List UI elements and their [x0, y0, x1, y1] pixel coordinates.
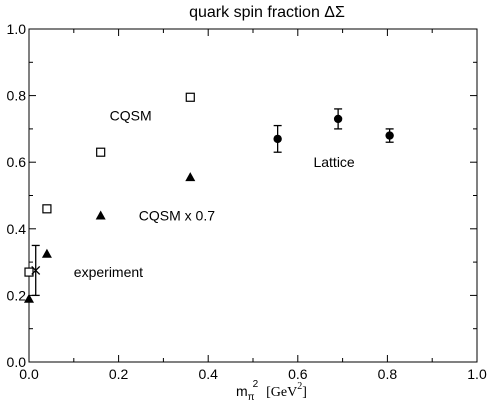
annotation-label: CQSM x 0.7 [139, 207, 215, 223]
data-point-circle [333, 114, 343, 124]
x-tick-label: 0.0 [19, 366, 39, 382]
y-tick-label: 1.0 [7, 21, 27, 37]
x-axis-label-sub: π [248, 392, 255, 403]
y-tick-label: 0.0 [7, 354, 27, 370]
data-point-square [42, 204, 52, 214]
x-tick-label: 0.8 [378, 366, 398, 382]
series-lattice [273, 108, 394, 153]
data-point-triangle [185, 172, 196, 182]
axis-tick-labels: 0.0 0.2 0.4 0.6 0.8 1.0 0.0 0.2 0.4 0.6 0.8 1.0 [7, 21, 487, 382]
x-axis-label-unit-close: ] [302, 385, 307, 400]
data-point-circle [385, 131, 394, 140]
x-tick-label: 0.4 [198, 366, 218, 382]
x-axis-label-unit: [GeV [266, 385, 297, 400]
data-point-square [185, 92, 195, 102]
annotation-label: Lattice [313, 154, 354, 170]
chart-title: quark spin fraction ΔΣ [189, 4, 345, 21]
x-axis-label-unit-sup: 2 [297, 381, 302, 392]
x-axis-label-m: m [236, 383, 248, 399]
data-point-square [24, 267, 34, 277]
y-tick-label: 0.4 [7, 221, 27, 237]
data-point-cross [31, 265, 41, 275]
y-tick-label: 0.8 [7, 88, 27, 104]
data-point-triangle [95, 210, 106, 220]
data-point-square [96, 147, 106, 157]
x-tick-label: 0.6 [288, 366, 308, 382]
series-experiment [31, 244, 41, 297]
series-cqsm-x-0-7 [24, 172, 196, 303]
data-point-triangle [41, 248, 52, 258]
axis-ticks [28, 28, 478, 363]
annotation-label: experiment [74, 264, 143, 280]
x-axis-label-sup: 2 [253, 379, 259, 390]
x-tick-label: 1.0 [467, 366, 487, 382]
x-tick-label: 0.2 [109, 366, 129, 382]
plot-frame [28, 28, 478, 363]
series-annotations: CQSM CQSM x 0.7 Lattice experiment [74, 108, 355, 281]
data-point-triangle [24, 293, 34, 303]
series-cqsm [24, 92, 195, 277]
annotation-label: CQSM [110, 108, 152, 124]
y-tick-label: 0.6 [7, 154, 27, 170]
x-axis-label: mπ2[GeV2] [236, 379, 307, 403]
y-tick-label: 0.2 [7, 287, 27, 303]
data-markers [24, 92, 394, 303]
data-point-circle [273, 134, 282, 144]
